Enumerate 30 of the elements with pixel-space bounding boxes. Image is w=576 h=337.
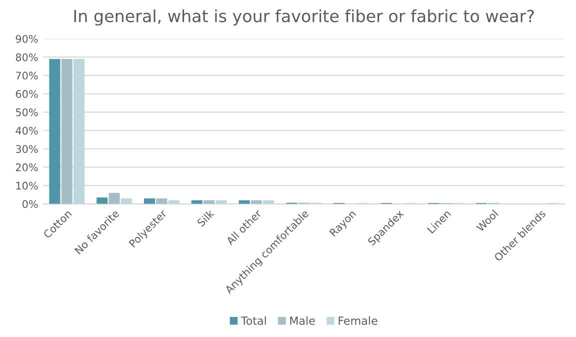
chart-title: In general, what is your favorite fiber or fabric to wear? [74, 9, 534, 26]
bar [96, 197, 108, 204]
bar [216, 200, 227, 204]
bar [168, 200, 180, 204]
legend-label: Total [240, 316, 266, 325]
bar [49, 58, 60, 204]
y-tick-label: 10% [16, 182, 38, 190]
bar [263, 200, 274, 204]
y-tick-label: 90% [16, 34, 38, 43]
y-tick-label: 40% [16, 126, 38, 135]
y-tick-label: 80% [16, 53, 38, 62]
bar [74, 58, 85, 204]
y-tick-label: 50% [16, 108, 38, 116]
legend-label: Female [338, 316, 378, 325]
y-tick-label: 0% [22, 200, 38, 208]
bar [108, 192, 120, 204]
bar [250, 200, 262, 204]
y-tick-label: 70% [16, 72, 38, 80]
bar [144, 198, 156, 204]
y-tick-label: 20% [16, 163, 38, 172]
y-tick-label: 60% [16, 90, 38, 98]
bar [238, 200, 250, 204]
bar [191, 200, 202, 204]
bar [120, 198, 132, 204]
bar [61, 58, 72, 204]
x-tick-label: Silk [196, 208, 215, 227]
bar [156, 198, 168, 204]
y-tick-label: 30% [16, 145, 38, 153]
legend-label: Male [290, 316, 315, 325]
bar [204, 200, 215, 204]
